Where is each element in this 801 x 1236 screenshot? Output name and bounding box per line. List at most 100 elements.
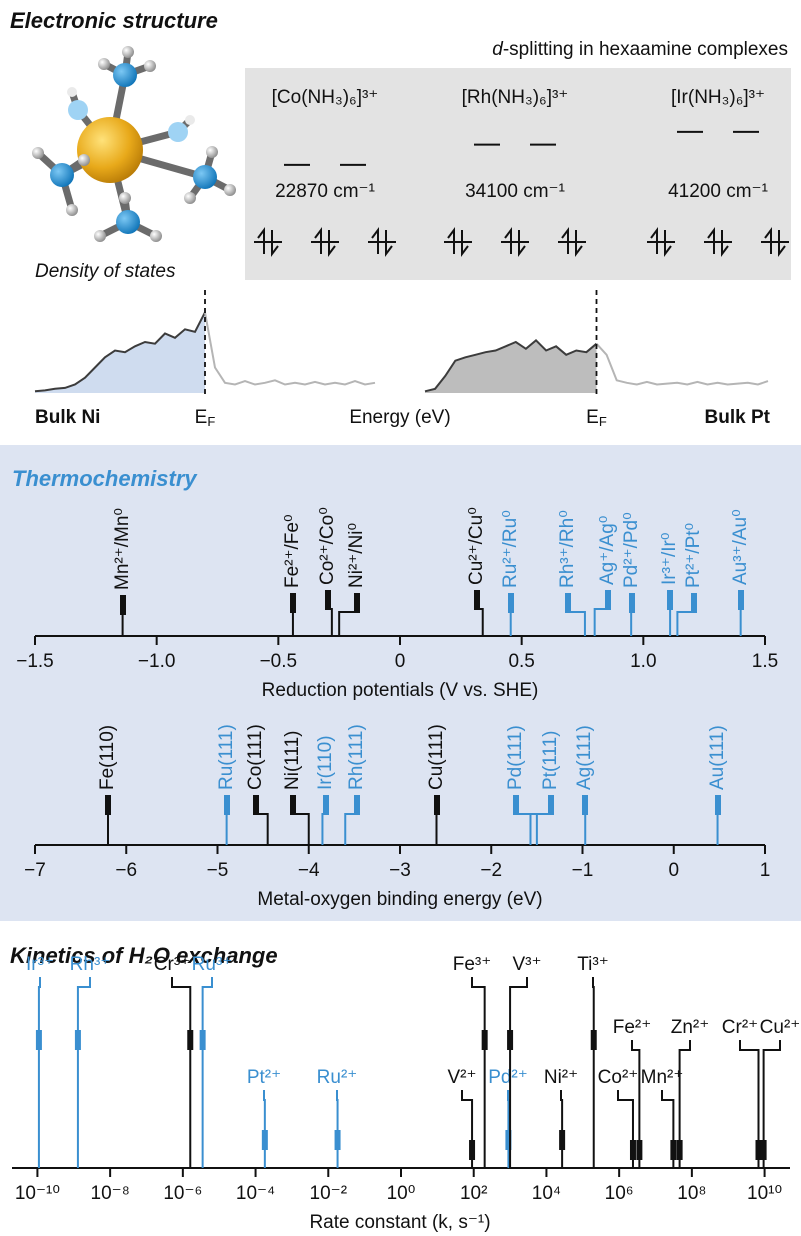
- x-tick-label: 0: [395, 651, 406, 672]
- dos-line: [597, 344, 769, 385]
- point-label: Au(111): [707, 725, 728, 790]
- point-label: Ag⁺/Ag⁰: [597, 516, 618, 585]
- value-stem: [437, 795, 438, 845]
- point-label: Mn²⁺: [641, 1067, 684, 1088]
- point-label: Fe²⁺: [613, 1017, 652, 1038]
- marker-tab: [187, 1030, 193, 1050]
- x-tick-label: 0.5: [508, 651, 534, 672]
- d-splitting-title: d-splitting in hexaamine complexes: [492, 39, 788, 60]
- complex-label: [Rh(NH₃)₆]³⁺: [462, 87, 569, 108]
- value-stem: [631, 593, 632, 636]
- marker-tab: [630, 1140, 636, 1160]
- marker-tab: [469, 1140, 475, 1160]
- point-label: Co²⁺: [598, 1067, 639, 1088]
- x-tick-label: 10⁻²: [310, 1183, 348, 1204]
- point-label: Cu²⁺: [760, 1017, 801, 1038]
- x-tick-label: 10⁻⁸: [91, 1183, 130, 1204]
- fermi-sub: F: [207, 414, 215, 429]
- section-title: Electronic structure: [10, 8, 218, 33]
- x-tick-label: −6: [115, 860, 137, 881]
- x-tick-label: −1.5: [16, 651, 54, 672]
- point-label: Ag(111): [574, 725, 595, 790]
- value-stem: [593, 977, 594, 1168]
- point-label: Cr²⁺: [722, 1017, 758, 1038]
- material-label: Bulk Ni: [35, 407, 100, 428]
- marker-tab: [335, 1130, 341, 1150]
- x-tick-label: 10¹⁰: [747, 1183, 782, 1204]
- point-label: Ti³⁺: [577, 954, 608, 975]
- fermi-label: EF: [195, 407, 216, 429]
- point-label: Rh(111): [346, 724, 367, 790]
- point-label: Fe(110): [97, 725, 118, 790]
- fermi-e: E: [195, 407, 208, 428]
- point-label: Ni²⁺/Ni⁰: [346, 523, 367, 588]
- marker-tab: [36, 1030, 42, 1050]
- marker-tab: [200, 1030, 206, 1050]
- fermi-e: E: [586, 407, 599, 428]
- point-label: Zn²⁺: [671, 1017, 710, 1038]
- x-tick-label: 10⁻⁶: [163, 1183, 202, 1204]
- splitting-label: 22870 cm⁻¹: [275, 181, 375, 202]
- point-label: Pd(111): [505, 725, 526, 790]
- x-tick-label: 10⁰: [387, 1183, 416, 1204]
- point-label: Ir³⁺: [26, 954, 54, 975]
- x-tick-label: 10²: [460, 1183, 487, 1204]
- x-axis-label: Rate constant (k, s⁻¹): [309, 1212, 490, 1233]
- marker-tab: [677, 1140, 683, 1160]
- point-label: Rh³⁺/Rh⁰: [557, 510, 578, 588]
- value-stem: [264, 1090, 265, 1168]
- marker-tab: [559, 1130, 565, 1150]
- x-tick-label: −7: [24, 860, 46, 881]
- section-title: Thermochemistry: [12, 466, 198, 491]
- point-label: Rh³⁺: [70, 954, 111, 975]
- dos-title: Density of states: [35, 261, 176, 282]
- x-tick-label: −1.0: [138, 651, 176, 672]
- figure: Electronic structure Density of states E…: [0, 0, 801, 1236]
- point-label: Ru²⁺: [317, 1067, 358, 1088]
- x-tick-label: 1.0: [630, 651, 656, 672]
- splitting-label: 34100 cm⁻¹: [465, 181, 565, 202]
- marker-tab: [761, 1140, 767, 1160]
- x-tick-label: −1: [572, 860, 594, 881]
- marker-tab: [755, 1140, 761, 1160]
- point-label: Ru³⁺: [192, 954, 233, 975]
- x-tick-label: 10⁶: [605, 1183, 634, 1204]
- x-axis-label: Metal-oxygen binding energy (eV): [257, 889, 542, 910]
- value-stem: [337, 1090, 338, 1168]
- x-tick-label: −3: [389, 860, 411, 881]
- material-label: Bulk Pt: [705, 407, 771, 428]
- point-label: Ni(111): [282, 731, 303, 790]
- x-tick-label: 1.5: [752, 651, 778, 672]
- value-stem: [78, 977, 90, 1168]
- point-label: Co²⁺/Co⁰: [317, 507, 338, 585]
- fermi-sub: F: [599, 414, 607, 429]
- marker-tab: [482, 1030, 488, 1050]
- x-tick-label: 10⁸: [677, 1183, 706, 1204]
- x-tick-label: 0: [668, 860, 679, 881]
- point-label: Fe³⁺: [453, 954, 492, 975]
- x-tick-label: 1: [760, 860, 771, 881]
- value-stem: [561, 1090, 562, 1168]
- marker-tab: [670, 1140, 676, 1160]
- energy-label: Energy (eV): [349, 407, 450, 428]
- point-label: Ir(110): [315, 735, 336, 790]
- splitting-label: 41200 cm⁻¹: [668, 181, 768, 202]
- molecule-atoms: [32, 46, 236, 242]
- point-label: Cu²⁺/Cu⁰: [466, 507, 487, 585]
- point-label: Pd²⁺/Pd⁰: [621, 512, 642, 588]
- point-label: Pt²⁺: [247, 1067, 281, 1088]
- marker-tab: [591, 1030, 597, 1050]
- point-label: Cu(111): [426, 724, 447, 790]
- value-stem: [203, 977, 212, 1168]
- point-label: Co(111): [245, 724, 266, 790]
- fermi-label: EF: [586, 407, 607, 429]
- point-label: Au³⁺/Au⁰: [730, 509, 751, 585]
- point-label: Cr³⁺: [154, 954, 190, 975]
- point-label: Pt²⁺/Pt⁰: [683, 523, 704, 588]
- dos-area: [35, 312, 205, 393]
- point-label: V²⁺: [447, 1067, 476, 1088]
- point-label: Pt(111): [540, 731, 561, 791]
- marker-tab: [262, 1130, 268, 1150]
- point-label: Fe²⁺/Fe⁰: [282, 514, 303, 588]
- marker-tab: [507, 1030, 513, 1050]
